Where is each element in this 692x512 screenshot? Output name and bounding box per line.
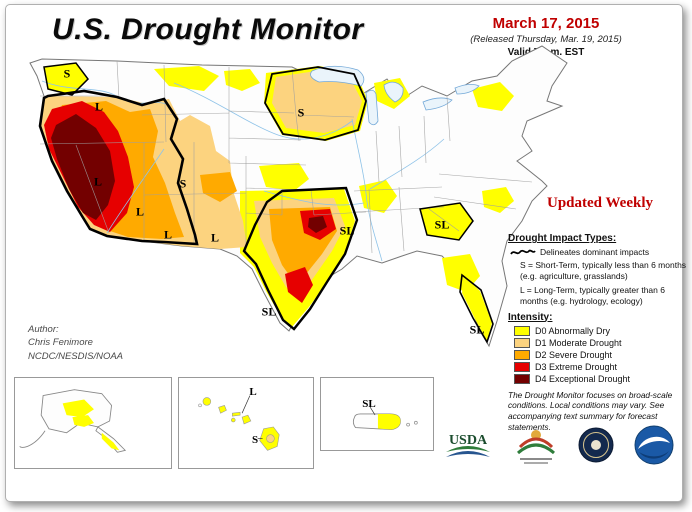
legend-label-d4: D4 Exceptional Drought (535, 373, 631, 384)
impact-label-l: L (94, 99, 104, 114)
great-lakes (310, 65, 480, 126)
impact-label-s: S (297, 105, 305, 120)
impact-boundary-icon (510, 249, 536, 255)
report-date: March 17, 2015 (492, 15, 600, 32)
impact-label-l: L (93, 174, 103, 189)
impact-label-l: L (210, 230, 220, 245)
legend-item-d2: D2 Severe Drought (514, 349, 688, 360)
legend-item-d3: D3 Extreme Drought (514, 361, 688, 372)
puerto-rico-inset: SL (320, 377, 434, 451)
author-block: Author: Chris Fenimore NCDC/NESDIS/NOAA (28, 323, 123, 363)
updated-weekly-note: Updated Weekly (547, 195, 653, 211)
state-boundaries (39, 60, 533, 254)
d1-color-swatch (514, 337, 530, 348)
impact-label-sl: SL (469, 322, 485, 337)
alaska-map (19, 389, 127, 453)
hawaii-inset: L S (178, 377, 314, 469)
impact-label-s: S (179, 176, 187, 191)
conus-map: S L S L S L L L SL SL SL SL (14, 41, 584, 381)
impact-label-l: L (163, 227, 173, 242)
usda-logo: USDA (440, 425, 496, 470)
intensity-heading: Intensity: (508, 311, 553, 323)
impact-types-heading: Drought Impact Types: (508, 233, 617, 244)
impact-label-sl: SL (339, 223, 355, 238)
impact-label-l: L (249, 386, 257, 398)
alaska-inset (14, 377, 172, 469)
drought-mitigation-center-logo (512, 423, 560, 472)
short-term-definition: S = Short-Term, typically less than 6 mo… (520, 260, 687, 281)
puerto-rico-map (352, 406, 418, 430)
impact-label-sl: SL (261, 304, 277, 319)
page-title: U.S. Drought Monitor (52, 13, 364, 46)
noaa-logo (632, 423, 676, 472)
long-term-definition: L = Long-Term, typically greater than 6 … (520, 285, 665, 306)
d4-color-swatch (514, 373, 530, 384)
impact-boundaries (38, 62, 494, 344)
delineates-label: Delineates dominant impacts (540, 247, 650, 257)
rivers (41, 80, 445, 262)
impact-label-l: L (135, 204, 145, 219)
legend-item-d0: D0 Abnormally Dry (514, 325, 688, 336)
legend-item-d4: D4 Exceptional Drought (514, 373, 688, 384)
author-org: NCDC/NESDIS/NOAA (28, 350, 124, 362)
map-impact-labels: S L S L S L L L SL SL SL SL (14, 41, 584, 381)
impact-label-sl: SL (434, 217, 450, 232)
released-date: (Released Thursday, Mar. 19, 2015) (470, 34, 622, 45)
impact-boundary-row: Delineates dominant impacts (510, 247, 688, 257)
author-label: Author: (28, 324, 59, 335)
commerce-seal-icon (576, 425, 616, 470)
author-name: Chris Fenimore (28, 337, 93, 349)
report-sheet: U.S. Drought Monitor March 17, 2015 (Rel… (5, 4, 686, 502)
logo-row: USDA (440, 419, 676, 475)
legend-label-d0: D0 Abnormally Dry (535, 325, 611, 336)
d3-color-swatch (514, 361, 530, 372)
legend-panel: Drought Impact Types: Delineates dominan… (508, 233, 688, 433)
legend-item-d1: D1 Moderate Drought (514, 337, 688, 348)
legend-label-d2: D2 Severe Drought (535, 349, 613, 360)
intensity-legend: D0 Abnormally Dry D1 Moderate Drought D2… (508, 325, 688, 384)
hawaii-map (198, 395, 280, 451)
impact-label-s: S (251, 434, 259, 446)
d2-color-swatch (514, 349, 530, 360)
disclaimer: The Drought Monitor focuses on broad-sca… (508, 389, 673, 432)
d0-color-swatch (514, 325, 530, 336)
usda-logo-text: USDA (449, 433, 488, 448)
legend-label-d3: D3 Extreme Drought (535, 361, 618, 372)
impact-label-s: S (63, 66, 71, 81)
legend-label-d1: D1 Moderate Drought (535, 337, 622, 348)
impact-label-sl: SL (362, 398, 376, 410)
conus-map-svg (29, 45, 568, 348)
